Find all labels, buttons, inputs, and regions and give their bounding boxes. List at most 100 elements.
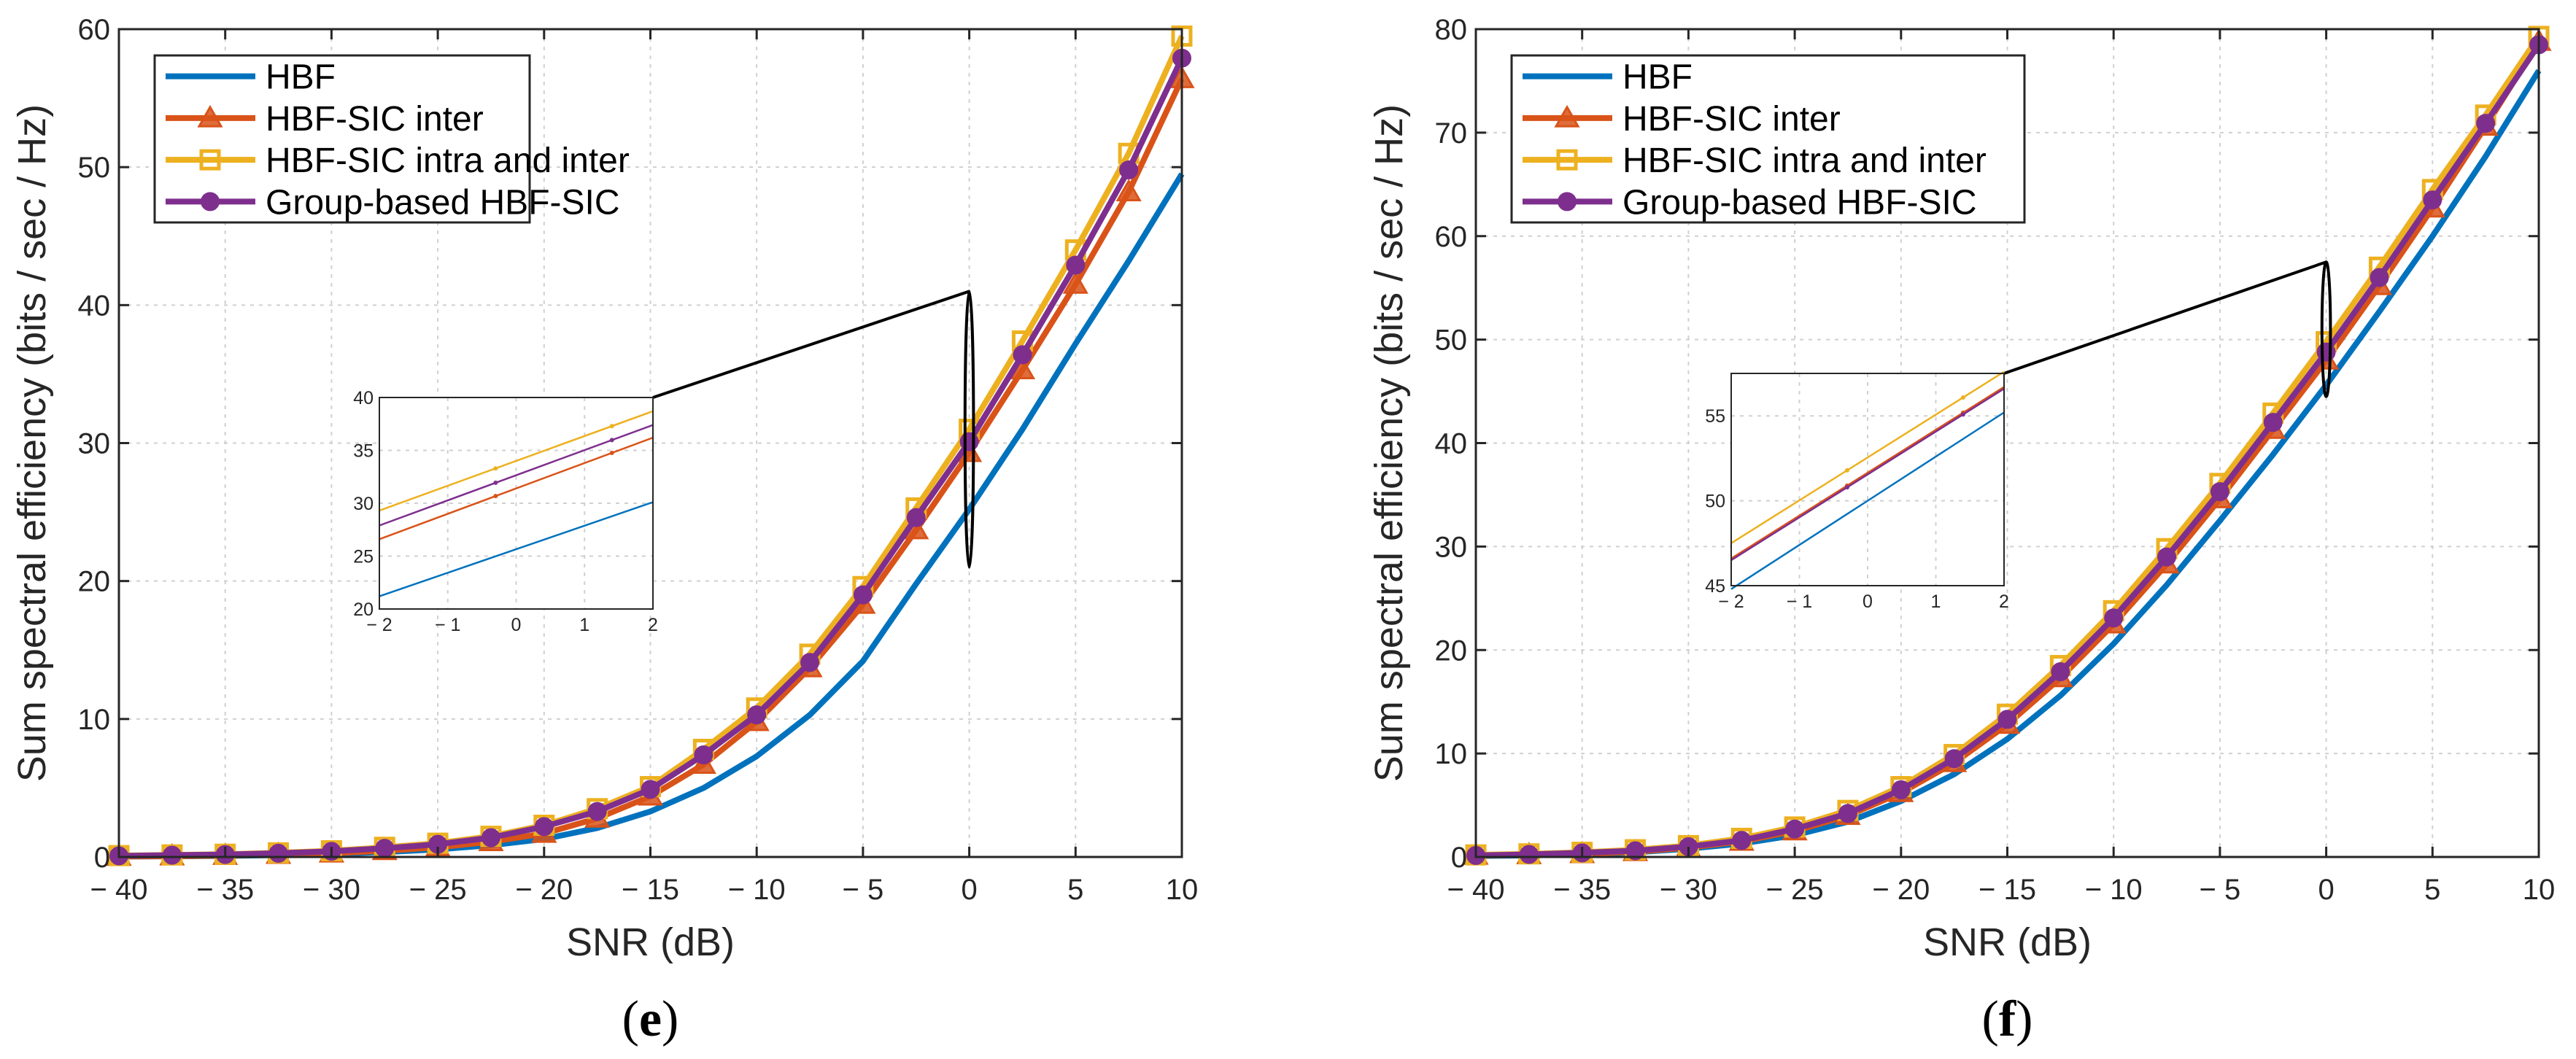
y-tick-label: 0 [1451,842,1467,874]
y-tick-label: 60 [78,14,111,46]
inset-data-point-hbf-sic-intra-and-inter [493,466,498,471]
series-group-based-hbf-sic [109,48,1191,866]
legend-item-hbf-sic-intra-and-inter: HBF-SIC intra and inter [1523,141,1987,180]
inset-y-tick-label: 25 [353,547,374,567]
y-tick-label: 70 [1435,117,1468,150]
data-point-group-based-hbf-sic [2476,114,2496,133]
chart-panel-f: − 40− 35− 30− 25− 20− 15− 10− 5 0 5 1001020… [1367,14,2555,1047]
inset-y-tick-label: 20 [353,600,374,620]
data-point-group-based-hbf-sic [2370,268,2389,287]
data-point-group-based-hbf-sic [1891,780,1911,799]
data-point-group-based-hbf-sic [1944,749,1964,769]
panel-label-letter: f [1999,991,2016,1047]
inset-data-point-hbf-sic-inter [493,494,498,499]
x-tick-label: 5 [2424,874,2440,906]
data-point-group-based-hbf-sic [375,839,395,858]
x-tick-label: − 35 [196,874,254,906]
data-point-group-based-hbf-sic [587,802,607,821]
inset-y-tick-label: 45 [1705,576,1725,597]
x-tick-label: 5 [1067,874,1083,906]
inset-x-tick-label: − 1 [435,615,460,635]
x-tick-label: − 20 [1872,874,1930,906]
legend-label: HBF [266,58,336,97]
data-point-group-based-hbf-sic [1732,831,1752,850]
legend-label: Group-based HBF-SIC [1622,183,1977,222]
chart-panel-e: − 40− 35− 30− 25− 20− 15− 10− 5 0 5 1001020… [10,14,1198,1047]
data-point-group-based-hbf-sic [1119,160,1139,179]
inset-x-tick-label: − 1 [1787,591,1812,612]
legend-item-hbf-sic-inter: HBF-SIC inter [166,100,484,139]
data-point-hbf-sic-inter [1062,271,1088,294]
legend-label: HBF-SIC intra and inter [1622,141,1987,180]
inset-x-tick-label: 0 [511,615,522,635]
x-tick-label: − 15 [1979,874,2036,906]
inset-series-line-group-based-hbf-sic [1730,387,2005,562]
inset-plot: − 2 − 1 0 1 2 45 50 55 [1705,371,2009,612]
legend-marker-hbf-sic-inter [1554,104,1580,128]
y-tick-label: 0 [94,842,110,874]
data-point-group-based-hbf-sic [1066,255,1086,275]
legend-item-hbf: HBF [1523,58,1693,97]
data-point-group-based-hbf-sic [1785,819,1805,839]
inset-x-tick-label: − 2 [366,615,392,635]
inset-series-line-hbf-sic-inter [1730,386,2005,559]
zoom-connector-line [2003,260,2327,375]
y-tick-label: 40 [78,290,111,322]
data-point-group-based-hbf-sic [2210,482,2229,502]
x-axis-label: SNR (dB) [1923,920,2092,964]
zoom-ellipse [963,290,975,569]
y-axis-label: Sum spectral efficiency (bits / sec / Hz… [1367,104,1411,782]
legend-item-hbf-sic-inter: HBF-SIC inter [1523,100,1841,139]
y-tick-label: 30 [1435,531,1468,563]
y-tick-label: 30 [78,428,111,460]
inset-x-tick-label: 1 [579,615,589,635]
data-point-group-based-hbf-sic [1625,841,1645,861]
data-point-group-based-hbf-sic [1838,804,1857,823]
inset-series-line-hbf-sic-inter [379,436,654,540]
data-point-group-based-hbf-sic [2104,608,2124,628]
inset-x-tick-label: 2 [1999,591,2009,612]
data-point-group-based-hbf-sic [800,653,820,672]
data-point-group-based-hbf-sic [534,817,554,837]
x-tick-label: 10 [2523,874,2556,906]
x-tick-label: − 30 [1660,874,1717,906]
legend-item-hbf: HBF [166,58,336,97]
inset-series-line-hbf [379,501,654,597]
y-tick-label: 10 [78,704,111,736]
legend-label: HBF-SIC inter [1622,100,1841,139]
data-point-group-based-hbf-sic [2263,413,2283,432]
legend-box [1510,54,2026,224]
x-axis-label: SNR (dB) [566,920,735,964]
inset-x-tick-label: 2 [648,615,658,635]
inset-data-point-group-based-hbf-sic [609,438,614,443]
inset-series-line-group-based-hbf-sic [379,424,654,527]
y-tick-label: 20 [1435,635,1468,667]
inset-data-point-hbf-sic-intra-and-inter [1844,468,1849,473]
y-tick-label: 80 [1435,14,1468,46]
panel-label-close: ) [662,991,678,1047]
y-tick-label: 40 [1435,428,1468,460]
inset-data-point-hbf-sic-intra-and-inter [609,424,614,429]
inset-y-tick-label: 35 [353,441,374,462]
y-tick-label: 50 [78,152,111,184]
legend-marker-group-based-hbf-sic [201,192,220,212]
data-point-group-based-hbf-sic [641,780,660,799]
inset-data-point-hbf-sic-inter [609,450,614,455]
legend-marker-hbf-sic-inter [197,104,223,128]
inset-series-line-hbf [1730,411,2005,590]
inset-x-tick-label: 1 [1931,591,1941,612]
data-point-group-based-hbf-sic [853,585,873,605]
x-tick-label: − 20 [515,874,573,906]
x-tick-label: 0 [2318,874,2334,906]
data-point-hbf-sic-inter [1115,179,1142,201]
data-point-group-based-hbf-sic [1013,345,1032,365]
x-tick-label: − 25 [409,874,467,906]
data-point-group-based-hbf-sic [162,845,182,865]
inset-box [1730,373,2005,586]
inset-data-point-group-based-hbf-sic [1844,485,1849,490]
legend-label: HBF [1622,58,1693,97]
inset-data-point-group-based-hbf-sic [493,480,498,485]
data-point-group-based-hbf-sic [906,508,926,527]
